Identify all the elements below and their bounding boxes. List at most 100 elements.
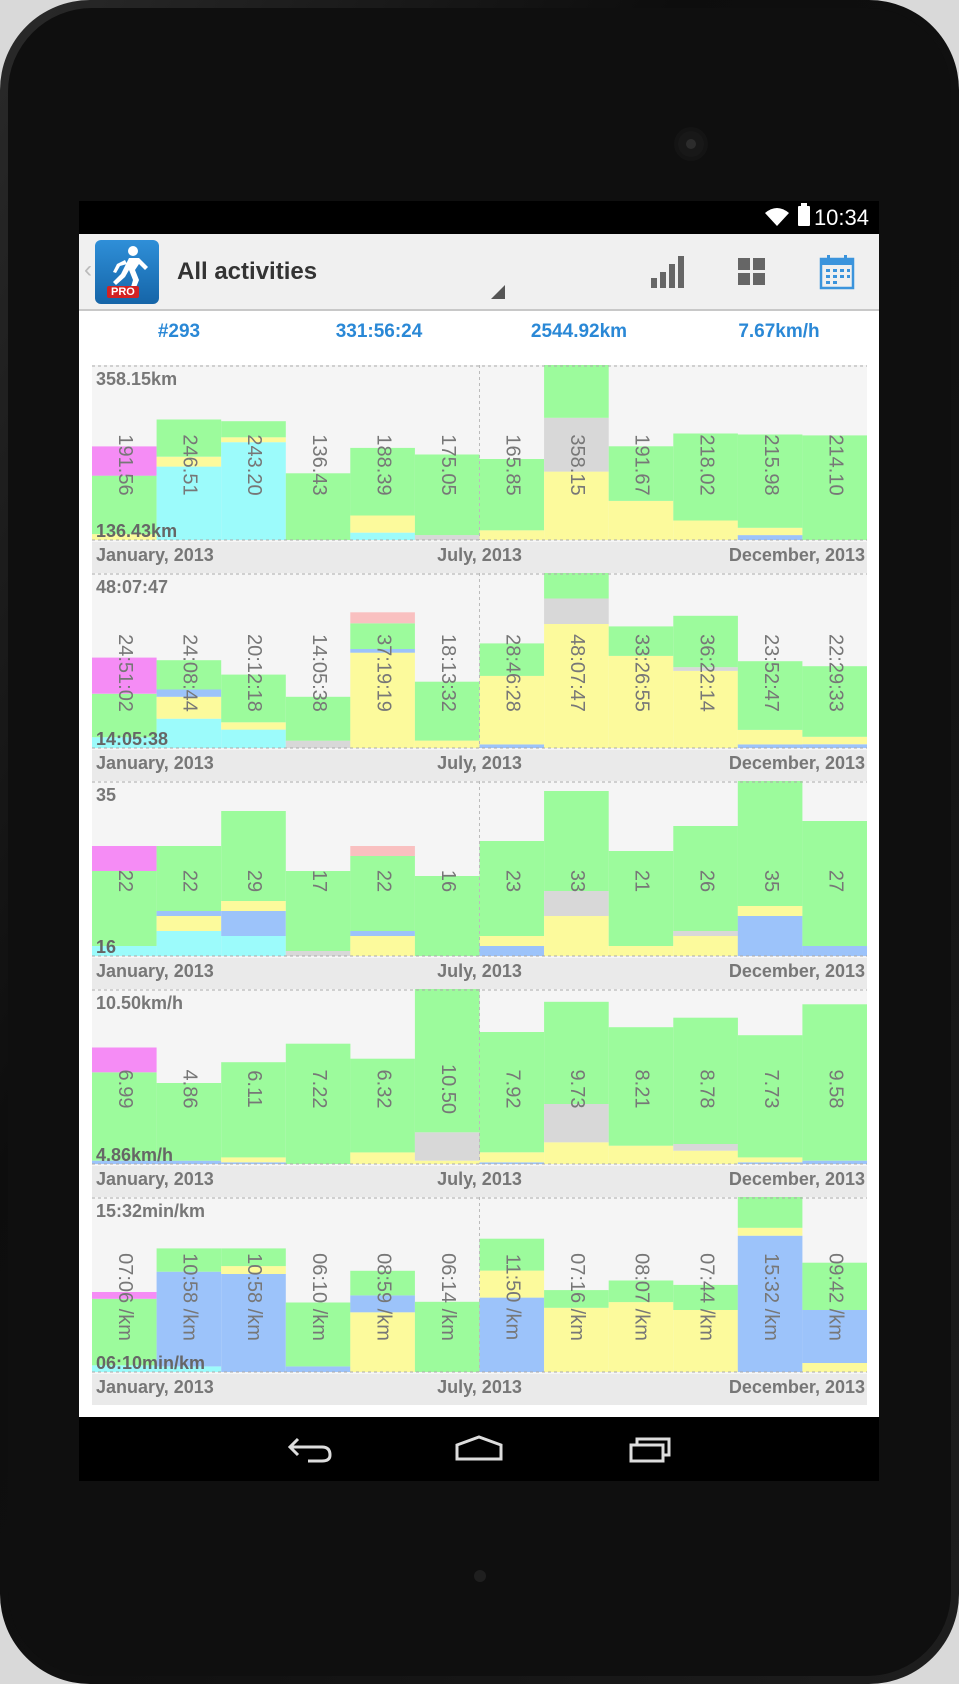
bar-value-label: 6.11 xyxy=(243,1070,265,1107)
bar-segment xyxy=(414,740,480,748)
chart-svg: 22 22 29 17 22 16 23 33 21 26 35 27 35 16 January, 201… xyxy=(92,781,867,989)
bar-segment xyxy=(92,1047,157,1073)
bar-value-label: 165.85 xyxy=(502,434,524,495)
bar-segment xyxy=(802,1363,867,1372)
bar-segment xyxy=(479,1162,545,1164)
bar-value-label: 8.78 xyxy=(695,1070,717,1109)
bar-segment xyxy=(673,520,738,540)
bar-segment xyxy=(802,1310,867,1363)
bar-segment xyxy=(737,1157,803,1163)
bar-segment xyxy=(350,623,415,649)
bar-segment xyxy=(479,643,545,676)
pace-chart[interactable]: 07:06 /km 10:58 /km 10:58 /km 06:10 /km 08:5… xyxy=(92,1197,867,1405)
bar-segment xyxy=(221,901,286,911)
bar-chart-icon[interactable] xyxy=(647,252,687,292)
axis-band xyxy=(92,1374,867,1405)
bar-segment xyxy=(544,624,609,748)
bar-segment xyxy=(673,1310,738,1372)
count-chart[interactable]: 22 22 29 17 22 16 23 33 21 26 35 27 35 16 January, 201… xyxy=(92,781,867,989)
max-label: 358.15km xyxy=(96,369,177,389)
bar-value-label: 08:07 /km xyxy=(631,1253,653,1341)
bar-segment xyxy=(608,1145,674,1164)
bar-segment xyxy=(479,1238,545,1271)
bar-segment xyxy=(92,871,157,946)
bar-segment xyxy=(156,696,222,719)
x-axis-label: December, 2013 xyxy=(729,961,865,981)
bar-segment xyxy=(414,989,480,1133)
bar-segment xyxy=(221,722,286,730)
home-icon[interactable] xyxy=(453,1429,505,1469)
bar-value-label: 8.21 xyxy=(631,1070,653,1109)
bar-segment xyxy=(673,433,738,521)
max-label: 48:07:47 xyxy=(96,577,168,597)
page-title[interactable]: All activities xyxy=(177,258,318,285)
bar-value-label: 24:08:44 xyxy=(179,634,201,712)
bar-value-label: 243.20 xyxy=(243,434,265,495)
bar-value-label: 23 xyxy=(502,870,524,892)
bar-segment xyxy=(285,951,351,956)
bar-value-label: 10:58 /km xyxy=(243,1253,265,1341)
bar-segment xyxy=(92,1072,157,1161)
bar-segment xyxy=(221,442,286,540)
x-axis-label: July, 2013 xyxy=(437,545,522,565)
bar-segment xyxy=(479,1297,545,1372)
bar-value-label: 14:05:38 xyxy=(308,634,330,712)
bar-segment xyxy=(479,946,545,956)
bar-segment xyxy=(221,1248,286,1267)
clock: 10:34 xyxy=(813,205,869,230)
back-icon[interactable] xyxy=(284,1429,336,1469)
bar-value-label: 06:14 /km xyxy=(437,1253,459,1341)
bar-segment xyxy=(544,1290,609,1308)
bar-value-label: 22 xyxy=(114,870,136,892)
bar-segment xyxy=(156,1366,222,1372)
bar-segment xyxy=(737,1235,803,1372)
x-axis-label: July, 2013 xyxy=(437,961,522,981)
bar-segment xyxy=(544,573,609,599)
recents-icon[interactable] xyxy=(625,1429,677,1469)
bar-value-label: 33:26:55 xyxy=(631,634,653,712)
bar-segment xyxy=(350,447,415,516)
grid-icon[interactable] xyxy=(732,252,772,292)
bar-segment xyxy=(92,1160,157,1164)
pro-badge: PRO xyxy=(107,286,139,298)
bar-segment xyxy=(479,1152,545,1163)
bar-segment xyxy=(350,931,415,936)
min-label: 14:05:38 xyxy=(96,729,168,749)
bar-segment xyxy=(221,1157,286,1163)
bar-segment xyxy=(479,841,545,936)
min-label: 16 xyxy=(96,937,116,957)
bar-segment xyxy=(156,660,222,690)
x-axis-label: July, 2013 xyxy=(437,1377,522,1397)
bar-value-label: 7.22 xyxy=(308,1070,330,1109)
bar-value-label: 16 xyxy=(437,870,459,892)
bar-segment xyxy=(156,1083,222,1161)
bar-value-label: 37:19:19 xyxy=(372,634,394,712)
spinner-indicator-icon[interactable] xyxy=(491,285,505,299)
bar-segment xyxy=(479,1270,545,1298)
bar-segment xyxy=(802,821,867,946)
x-axis-label: January, 2013 xyxy=(96,545,214,565)
bar-segment xyxy=(544,1104,609,1143)
speed-chart[interactable]: 6.99 4.86 6.11 7.22 6.32 10.50 7.92 9.73 8.21 8.7… xyxy=(92,989,867,1197)
bar-segment xyxy=(92,693,157,738)
bar-value-label: 28:46:28 xyxy=(502,634,524,712)
calendar-icon[interactable] xyxy=(817,252,857,292)
bar-segment xyxy=(350,1270,415,1296)
bar-segment xyxy=(350,515,415,533)
bar-segment xyxy=(285,696,351,741)
distance-chart[interactable]: 191.56 246.51 243.20 136.43 188.39 175.05 165.… xyxy=(92,365,867,573)
bar-segment xyxy=(156,466,222,540)
bar-value-label: 22 xyxy=(179,870,201,892)
app-icon[interactable]: PRO xyxy=(95,240,159,304)
up-caret-icon[interactable]: ‹ xyxy=(84,256,92,283)
bar-segment xyxy=(608,501,674,540)
bar-value-label: 358.15 xyxy=(566,434,588,495)
bar-segment xyxy=(156,846,222,911)
bar-value-label: 08:59 /km xyxy=(372,1253,394,1341)
duration-chart[interactable]: 24:51:02 24:08:44 20:12:18 14:05:38 37:19:19… xyxy=(92,573,867,781)
bar-segment xyxy=(92,1298,157,1366)
bar-segment xyxy=(92,846,157,871)
bar-segment xyxy=(414,1132,480,1161)
bar-segment xyxy=(544,1142,609,1164)
x-axis-label: January, 2013 xyxy=(96,1169,214,1189)
